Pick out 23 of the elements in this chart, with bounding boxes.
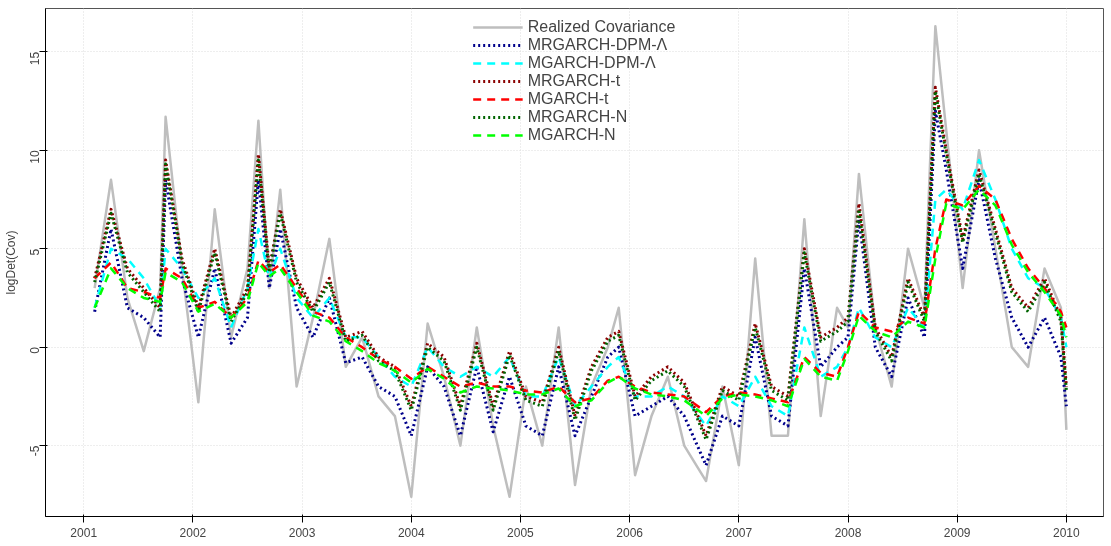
x-tick-label: 2004 [397,525,425,540]
legend-label: MRGARCH-t [527,72,621,90]
legend-label: MGARCH-DPM-Λ [527,54,656,72]
y-tick-label: 5 [28,248,42,256]
x-tick-label: 2010 [1053,525,1081,540]
y-axis-title: logDet(Cov) [3,230,18,295]
legend-label: MRGARCH-DPM-Λ [527,36,668,54]
x-tick-label: 2003 [288,525,316,540]
x-tick-label: 2009 [943,525,971,540]
x-tick-label: 2006 [616,525,644,540]
x-tick-label: 2005 [507,525,535,540]
y-tick-label: 15 [28,51,42,66]
x-tick-label: 2001 [70,525,98,540]
x-tick-label: 2007 [725,525,753,540]
y-tick-label: -5 [28,445,42,457]
y-tick-label: 0 [28,346,42,354]
y-tick-label: 10 [28,149,42,164]
x-tick-label: 2002 [179,525,207,540]
legend-label: MRGARCH-N [527,108,628,126]
legend-label: Realized Covariance [527,18,676,36]
x-tick-label: 2008 [834,525,862,540]
legend-label: MGARCH-t [527,90,609,108]
legend-label: MGARCH-N [527,126,616,144]
